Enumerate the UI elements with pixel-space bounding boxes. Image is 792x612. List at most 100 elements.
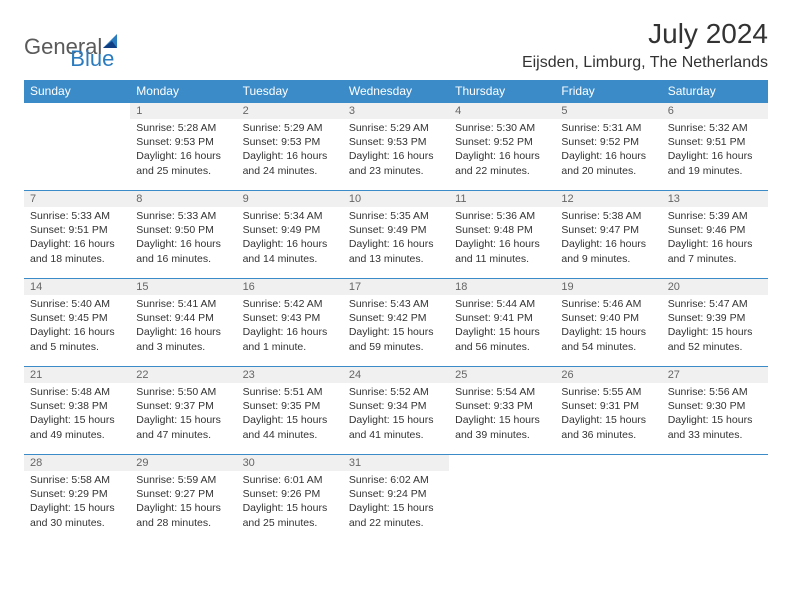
sunset-text: Sunset: 9:27 PM bbox=[136, 487, 230, 501]
calendar-cell: 12Sunrise: 5:38 AMSunset: 9:47 PMDayligh… bbox=[555, 190, 661, 278]
calendar-week-row: 14Sunrise: 5:40 AMSunset: 9:45 PMDayligh… bbox=[24, 278, 768, 366]
title-block: July 2024 Eijsden, Limburg, The Netherla… bbox=[522, 18, 768, 72]
sunrise-text: Sunrise: 5:36 AM bbox=[455, 209, 549, 223]
calendar-cell: 18Sunrise: 5:44 AMSunset: 9:41 PMDayligh… bbox=[449, 278, 555, 366]
calendar-week-row: 7Sunrise: 5:33 AMSunset: 9:51 PMDaylight… bbox=[24, 190, 768, 278]
day-number: 14 bbox=[24, 278, 130, 295]
sunset-text: Sunset: 9:31 PM bbox=[561, 399, 655, 413]
day-number: 3 bbox=[343, 102, 449, 119]
sunset-text: Sunset: 9:43 PM bbox=[243, 311, 337, 325]
calendar-cell: 14Sunrise: 5:40 AMSunset: 9:45 PMDayligh… bbox=[24, 278, 130, 366]
sunset-text: Sunset: 9:49 PM bbox=[349, 223, 443, 237]
sunrise-text: Sunrise: 5:31 AM bbox=[561, 121, 655, 135]
daylight-text: Daylight: 16 hours and 3 minutes. bbox=[136, 325, 230, 353]
day-number: 15 bbox=[130, 278, 236, 295]
sunrise-text: Sunrise: 5:33 AM bbox=[30, 209, 124, 223]
day-details: Sunrise: 5:29 AMSunset: 9:53 PMDaylight:… bbox=[237, 119, 343, 182]
sunset-text: Sunset: 9:42 PM bbox=[349, 311, 443, 325]
day-details: Sunrise: 5:30 AMSunset: 9:52 PMDaylight:… bbox=[449, 119, 555, 182]
day-details: Sunrise: 5:36 AMSunset: 9:48 PMDaylight:… bbox=[449, 207, 555, 270]
logo-text-blue: Blue bbox=[70, 46, 114, 72]
day-number: 8 bbox=[130, 190, 236, 207]
calendar-cell: 27Sunrise: 5:56 AMSunset: 9:30 PMDayligh… bbox=[662, 366, 768, 454]
sunrise-text: Sunrise: 5:33 AM bbox=[136, 209, 230, 223]
daylight-text: Daylight: 16 hours and 9 minutes. bbox=[561, 237, 655, 265]
day-number: 13 bbox=[662, 190, 768, 207]
sunset-text: Sunset: 9:40 PM bbox=[561, 311, 655, 325]
calendar-cell: 13Sunrise: 5:39 AMSunset: 9:46 PMDayligh… bbox=[662, 190, 768, 278]
calendar-cell: 10Sunrise: 5:35 AMSunset: 9:49 PMDayligh… bbox=[343, 190, 449, 278]
calendar-cell: 19Sunrise: 5:46 AMSunset: 9:40 PMDayligh… bbox=[555, 278, 661, 366]
daylight-text: Daylight: 15 hours and 49 minutes. bbox=[30, 413, 124, 441]
calendar-week-row: 28Sunrise: 5:58 AMSunset: 9:29 PMDayligh… bbox=[24, 454, 768, 542]
day-number: 9 bbox=[237, 190, 343, 207]
sunset-text: Sunset: 9:53 PM bbox=[243, 135, 337, 149]
sunset-text: Sunset: 9:38 PM bbox=[30, 399, 124, 413]
day-number: 10 bbox=[343, 190, 449, 207]
daylight-text: Daylight: 16 hours and 23 minutes. bbox=[349, 149, 443, 177]
calendar-cell: 31Sunrise: 6:02 AMSunset: 9:24 PMDayligh… bbox=[343, 454, 449, 542]
daylight-text: Daylight: 15 hours and 47 minutes. bbox=[136, 413, 230, 441]
sunset-text: Sunset: 9:51 PM bbox=[668, 135, 762, 149]
day-number bbox=[449, 454, 555, 471]
day-details: Sunrise: 5:35 AMSunset: 9:49 PMDaylight:… bbox=[343, 207, 449, 270]
location: Eijsden, Limburg, The Netherlands bbox=[522, 54, 768, 72]
calendar-cell: 15Sunrise: 5:41 AMSunset: 9:44 PMDayligh… bbox=[130, 278, 236, 366]
calendar-cell: 21Sunrise: 5:48 AMSunset: 9:38 PMDayligh… bbox=[24, 366, 130, 454]
day-number bbox=[662, 454, 768, 471]
daylight-text: Daylight: 16 hours and 16 minutes. bbox=[136, 237, 230, 265]
sunrise-text: Sunrise: 5:47 AM bbox=[668, 297, 762, 311]
day-details: Sunrise: 5:38 AMSunset: 9:47 PMDaylight:… bbox=[555, 207, 661, 270]
day-details: Sunrise: 6:01 AMSunset: 9:26 PMDaylight:… bbox=[237, 471, 343, 534]
day-number: 30 bbox=[237, 454, 343, 471]
sunrise-text: Sunrise: 5:51 AM bbox=[243, 385, 337, 399]
sunset-text: Sunset: 9:49 PM bbox=[243, 223, 337, 237]
logo: General Blue bbox=[24, 22, 114, 72]
calendar-cell: 11Sunrise: 5:36 AMSunset: 9:48 PMDayligh… bbox=[449, 190, 555, 278]
day-number: 26 bbox=[555, 366, 661, 383]
sunset-text: Sunset: 9:37 PM bbox=[136, 399, 230, 413]
calendar-cell bbox=[555, 454, 661, 542]
calendar-week-row: 1Sunrise: 5:28 AMSunset: 9:53 PMDaylight… bbox=[24, 102, 768, 190]
day-details: Sunrise: 5:40 AMSunset: 9:45 PMDaylight:… bbox=[24, 295, 130, 358]
day-number bbox=[24, 102, 130, 119]
day-details: Sunrise: 5:31 AMSunset: 9:52 PMDaylight:… bbox=[555, 119, 661, 182]
day-details: Sunrise: 6:02 AMSunset: 9:24 PMDaylight:… bbox=[343, 471, 449, 534]
day-details: Sunrise: 5:51 AMSunset: 9:35 PMDaylight:… bbox=[237, 383, 343, 446]
column-header: Saturday bbox=[662, 80, 768, 102]
calendar-cell bbox=[24, 102, 130, 190]
calendar-cell: 17Sunrise: 5:43 AMSunset: 9:42 PMDayligh… bbox=[343, 278, 449, 366]
day-details: Sunrise: 5:43 AMSunset: 9:42 PMDaylight:… bbox=[343, 295, 449, 358]
daylight-text: Daylight: 16 hours and 19 minutes. bbox=[668, 149, 762, 177]
calendar-cell: 8 Sunrise: 5:33 AMSunset: 9:50 PMDaylight… bbox=[130, 190, 236, 278]
sunrise-text: Sunrise: 5:56 AM bbox=[668, 385, 762, 399]
sunset-text: Sunset: 9:35 PM bbox=[243, 399, 337, 413]
day-details: Sunrise: 5:50 AMSunset: 9:37 PMDaylight:… bbox=[130, 383, 236, 446]
sunset-text: Sunset: 9:26 PM bbox=[243, 487, 337, 501]
page-title: July 2024 bbox=[522, 18, 768, 50]
day-number: 24 bbox=[343, 366, 449, 383]
sunrise-text: Sunrise: 5:28 AM bbox=[136, 121, 230, 135]
sunset-text: Sunset: 9:50 PM bbox=[136, 223, 230, 237]
day-number: 20 bbox=[662, 278, 768, 295]
day-number bbox=[555, 454, 661, 471]
sunrise-text: Sunrise: 6:01 AM bbox=[243, 473, 337, 487]
sunset-text: Sunset: 9:52 PM bbox=[455, 135, 549, 149]
calendar-cell: 25Sunrise: 5:54 AMSunset: 9:33 PMDayligh… bbox=[449, 366, 555, 454]
sunrise-text: Sunrise: 5:42 AM bbox=[243, 297, 337, 311]
day-number: 23 bbox=[237, 366, 343, 383]
sunrise-text: Sunrise: 5:34 AM bbox=[243, 209, 337, 223]
day-number: 7 bbox=[24, 190, 130, 207]
daylight-text: Daylight: 16 hours and 18 minutes. bbox=[30, 237, 124, 265]
day-details: Sunrise: 5:46 AMSunset: 9:40 PMDaylight:… bbox=[555, 295, 661, 358]
calendar-cell: 30Sunrise: 6:01 AMSunset: 9:26 PMDayligh… bbox=[237, 454, 343, 542]
calendar-cell: 28Sunrise: 5:58 AMSunset: 9:29 PMDayligh… bbox=[24, 454, 130, 542]
day-details: Sunrise: 5:44 AMSunset: 9:41 PMDaylight:… bbox=[449, 295, 555, 358]
column-header: Monday bbox=[130, 80, 236, 102]
sunrise-text: Sunrise: 5:44 AM bbox=[455, 297, 549, 311]
daylight-text: Daylight: 16 hours and 20 minutes. bbox=[561, 149, 655, 177]
column-header: Friday bbox=[555, 80, 661, 102]
day-number: 31 bbox=[343, 454, 449, 471]
calendar-cell: 6Sunrise: 5:32 AMSunset: 9:51 PMDaylight… bbox=[662, 102, 768, 190]
calendar-cell bbox=[662, 454, 768, 542]
